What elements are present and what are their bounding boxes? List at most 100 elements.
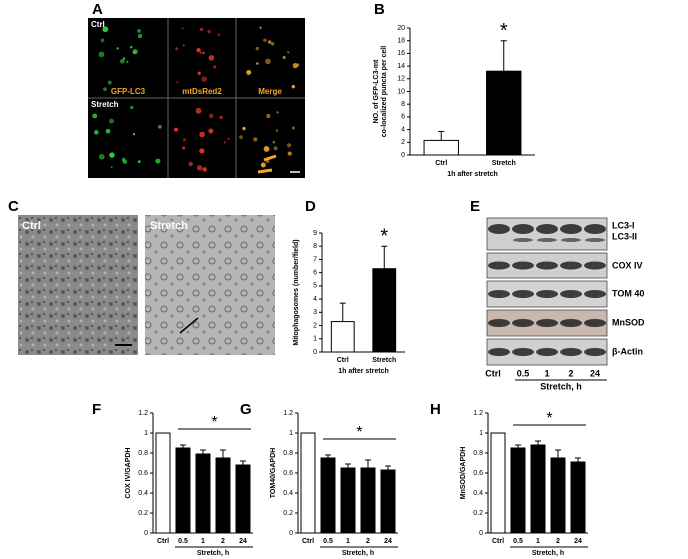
y-tick-label: 0.4 [138,490,148,497]
panel-label: H [430,401,441,418]
y-tick-label: 14 [397,63,405,70]
band [560,290,582,298]
y-tick-label: 9 [313,230,317,237]
punctum [182,44,185,47]
punctum [213,65,217,69]
y-axis-label: TOM40/GAPDH [270,448,277,498]
punctum [287,151,292,156]
y-tick-label: 0.2 [473,510,483,517]
panel-label: C [8,198,19,215]
band [584,290,606,298]
punctum [199,148,205,154]
lane-label: Ctrl [485,368,501,378]
punctum [260,162,266,168]
y-tick-label: 8 [313,243,317,250]
bar [510,447,526,534]
punctum [242,126,246,131]
y-tick-label: 2 [313,322,317,329]
channel-label: mtDsRed2 [182,87,222,96]
bar [215,457,231,534]
punctum [208,113,214,119]
y-tick-label: 0.8 [473,450,483,457]
error-bar [515,444,521,448]
band [536,348,558,356]
punctum [102,26,109,33]
punctum [202,51,205,55]
punctum [137,160,141,164]
y-tick-label: 0.6 [138,470,148,477]
punctum [109,152,115,158]
band [584,319,606,327]
error-bar [220,449,226,458]
punctum [92,113,98,119]
bar [175,447,191,534]
arrow [179,317,199,334]
y-tick-label: 6 [313,270,317,277]
x-tick-label: 2 [556,538,560,545]
y-tick-label: 18 [397,38,405,45]
band [560,224,582,234]
band [488,224,510,234]
y-axis-label: COX IV/GAPDH [125,448,132,499]
punctum [286,143,292,148]
lane-label: 2 [568,368,573,378]
y-tick-label: 0.4 [473,490,483,497]
punctum [246,70,252,75]
x-tick-label: 0.5 [513,538,523,545]
lane-label: 1 [544,368,549,378]
bar [490,432,506,534]
x-tick-label: 24 [384,538,392,545]
punctum [253,137,258,142]
punctum [273,146,278,151]
y-axis-label: co-localized puncta per cell [381,46,388,137]
x-tick-label: Stretch [372,357,396,364]
bar [380,469,396,534]
x-tick-label: 24 [574,538,582,545]
panel-label: B [374,1,385,18]
band [513,238,533,242]
band [512,290,534,298]
lane-group-label: Stretch, h [540,381,582,391]
band [560,348,582,356]
punctum [291,126,295,130]
punctum [239,135,243,140]
x-tick-label: Stretch [492,160,516,167]
channel-label: GFP-LC3 [111,87,146,96]
x-tick-label: 0.5 [323,538,333,545]
punctum [108,118,114,124]
bar [195,453,211,534]
error-bar [438,131,445,141]
punctum [103,87,107,91]
error-bar [365,459,371,468]
error-bar [385,465,391,470]
punctum [267,40,272,44]
y-tick-label: 8 [401,101,405,108]
punctum [93,130,99,135]
punctum [266,114,271,118]
y-tick-label: 0 [401,152,405,159]
band-label: LC3-I [612,220,635,230]
error-bar [325,454,331,458]
band [512,319,534,327]
punctum [270,42,275,46]
punctum [276,111,279,114]
y-tick-label: 2 [401,139,405,146]
band [512,348,534,356]
punctum [122,57,126,60]
punctum [208,55,215,61]
em-image [18,215,138,355]
x-tick-label: 1 [536,538,540,545]
x-axis-label: Stretch, h [342,550,374,557]
significance: * [211,414,217,431]
y-axis-label: NO. of GFP-LC3-mt [373,59,380,123]
band [584,224,606,234]
punctum [208,128,214,134]
x-tick-label: 1 [201,538,205,545]
bar [570,461,586,534]
punctum [265,58,271,65]
bar [235,464,251,534]
error-bar [200,449,206,454]
x-axis-label: 1h after stretch [338,368,389,375]
